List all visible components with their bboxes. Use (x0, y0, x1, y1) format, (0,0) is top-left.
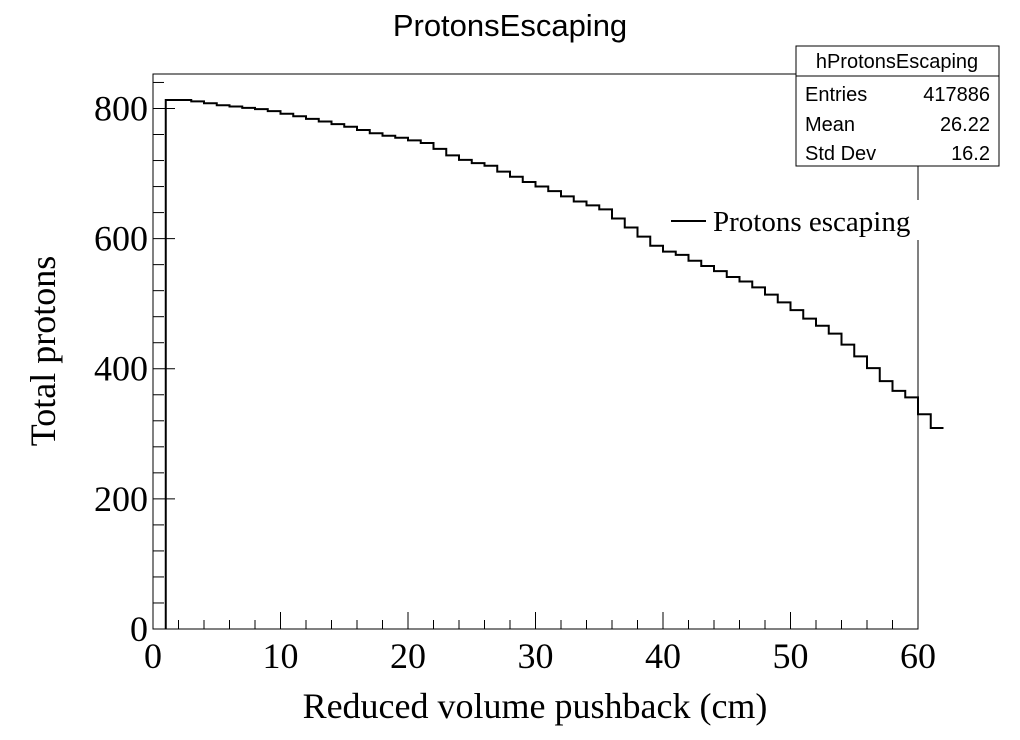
legend: Protons escaping (666, 200, 946, 240)
x-tick-label: 60 (900, 636, 936, 676)
stats-entries-value: 417886 (923, 84, 990, 106)
x-tick-label: 30 (518, 636, 554, 676)
stats-box-title: hProtonsEscaping (816, 51, 978, 73)
stats-box-frame (795, 45, 1000, 167)
legend-background (666, 200, 946, 240)
chart-title: ProtonsEscaping (393, 8, 627, 43)
y-tick-label: 400 (94, 349, 148, 389)
stats-mean-label: Mean (805, 114, 855, 136)
y-axis-label: Total protons (23, 256, 63, 446)
y-axis: 0 200 400 600 800 (94, 81, 175, 649)
x-tick-label: 0 (144, 636, 162, 676)
legend-entry: Protons escaping (713, 206, 910, 238)
stats-entries-label: Entries (805, 84, 867, 106)
stats-mean-value: 26.22 (940, 114, 990, 136)
x-tick-label: 40 (645, 636, 681, 676)
x-tick-label: 20 (390, 636, 426, 676)
histogram-series-line (164, 99, 944, 629)
y-tick-label: 200 (94, 479, 148, 519)
x-axis-label: Reduced volume pushback (cm) (303, 686, 768, 726)
y-tick-label: 0 (130, 609, 148, 649)
x-tick-label: 10 (263, 636, 299, 676)
x-tick-label: 50 (773, 636, 809, 676)
stats-box: hProtonsEscaping Entries 417886 Mean 26.… (795, 45, 1000, 167)
x-axis: 0 10 20 30 40 50 60 (144, 612, 936, 676)
y-tick-label: 600 (94, 219, 148, 259)
y-tick-label: 800 (94, 88, 148, 128)
stats-stddev-label: Std Dev (805, 143, 876, 165)
stats-stddev-value: 16.2 (951, 143, 990, 165)
